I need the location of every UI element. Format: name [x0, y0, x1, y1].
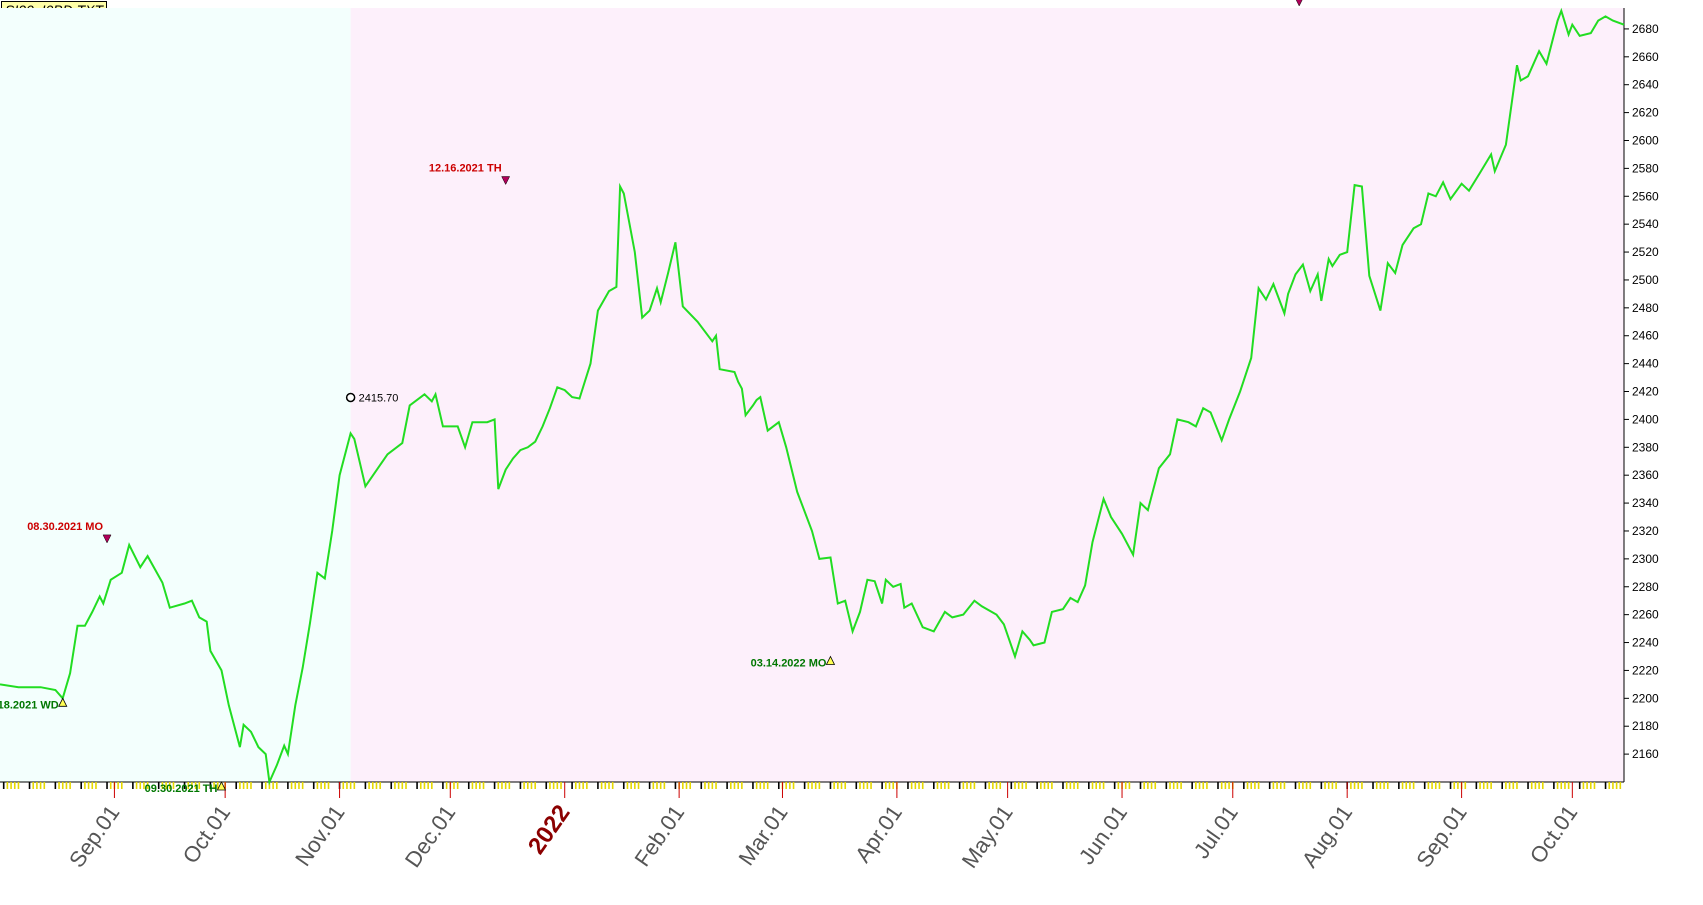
- y-tick-label: 2320: [1632, 524, 1659, 538]
- forecast-line: [0, 7, 1625, 786]
- y-tick: 2220: [1624, 663, 1659, 677]
- y-tick-label: 2300: [1632, 552, 1659, 566]
- y-tick: 2640: [1624, 78, 1659, 92]
- high-marker: [1295, 0, 1303, 7]
- y-tick-label: 2580: [1632, 161, 1659, 175]
- y-tick: 2600: [1624, 133, 1659, 147]
- y-tick-label: 2440: [1632, 357, 1659, 371]
- x-tick-label: Dec.01: [400, 801, 460, 872]
- y-tick-label: 2460: [1632, 329, 1659, 343]
- y-tick-label: 2640: [1632, 78, 1659, 92]
- y-tick: 2160: [1624, 747, 1659, 761]
- high-label: 08.30.2021 MO: [27, 521, 103, 533]
- y-tick-label: 2340: [1632, 496, 1659, 510]
- y-tick-label: 2480: [1632, 301, 1659, 315]
- x-tick-label: Oct.01: [178, 801, 236, 868]
- high-marker: [102, 534, 112, 544]
- annotations: 08.30.2021 MO 08.18.2021 WD 09.30.2021 TH 1…: [0, 0, 1303, 795]
- y-axis: 2160 2180 2200 2220 2240 2260 2280 2300 2320 2340…: [1623, 8, 1659, 782]
- y-tick-label: 2240: [1632, 636, 1659, 650]
- y-tick-label: 2160: [1632, 747, 1659, 761]
- y-tick-label: 2380: [1632, 440, 1659, 454]
- y-tick: 2420: [1624, 385, 1659, 399]
- y-tick-label: 2400: [1632, 412, 1659, 426]
- y-tick: 2180: [1624, 719, 1659, 733]
- series-lines: 2415.70: [0, 7, 1625, 786]
- x-tick-label: Jul.01: [1189, 801, 1243, 863]
- last-value-marker: [345, 392, 356, 403]
- y-tick: 2440: [1624, 357, 1659, 371]
- y-tick-label: 2200: [1632, 691, 1659, 705]
- x-tick-label: Oct.01: [1525, 801, 1583, 868]
- x-tick-label: Nov.01: [290, 801, 350, 871]
- y-tick: 2480: [1624, 301, 1659, 315]
- y-tick: 2240: [1624, 636, 1659, 650]
- y-tick-label: 2280: [1632, 580, 1659, 594]
- y-tick-label: 2220: [1632, 663, 1659, 677]
- y-tick: 2460: [1624, 329, 1659, 343]
- y-tick-label: 2600: [1632, 133, 1659, 147]
- chart-background: [0, 8, 1624, 782]
- y-tick: 2560: [1624, 189, 1659, 203]
- y-tick: 2680: [1624, 22, 1659, 36]
- y-tick: 2660: [1624, 50, 1659, 64]
- y-tick: 2320: [1624, 524, 1659, 538]
- x-tick-label: May.01: [957, 801, 1018, 873]
- y-tick-label: 2500: [1632, 273, 1659, 287]
- x-tick-label: Sep.01: [64, 801, 124, 872]
- y-tick: 2200: [1624, 691, 1659, 705]
- y-tick: 2260: [1624, 608, 1659, 622]
- y-tick-label: 2680: [1632, 22, 1659, 36]
- x-axis: Sep.01 Oct.01 Nov.01 Dec.01 2022 Feb.01 Mar.01…: [0, 781, 1624, 873]
- x-tick-label: Sep.01: [1411, 801, 1471, 872]
- x-tick-label: Aug.01: [1297, 801, 1357, 872]
- y-tick: 2400: [1624, 412, 1659, 426]
- x-tick-label: Apr.01: [850, 801, 907, 867]
- x-tick-label: Mar.01: [734, 801, 793, 870]
- low-label: 08.18.2021 WD: [0, 699, 59, 711]
- low-label: 09.30.2021 TH: [145, 783, 218, 795]
- x-tick-label: 2022: [523, 800, 576, 859]
- y-tick-label: 2360: [1632, 468, 1659, 482]
- high-marker: [501, 176, 511, 186]
- last-value-label: 2415.70: [359, 393, 399, 405]
- y-tick-label: 2260: [1632, 608, 1659, 622]
- low-label: 03.14.2022 MO: [751, 657, 827, 669]
- y-tick: 2280: [1624, 580, 1659, 594]
- y-tick-label: 2560: [1632, 189, 1659, 203]
- y-tick-label: 2420: [1632, 385, 1659, 399]
- y-tick: 2380: [1624, 440, 1659, 454]
- low-marker: [216, 781, 227, 791]
- y-tick: 2300: [1624, 552, 1659, 566]
- y-tick-label: 2540: [1632, 217, 1659, 231]
- low-marker: [825, 655, 836, 665]
- x-tick-label: Jun.01: [1074, 801, 1132, 869]
- forecast-region: [350, 8, 1624, 782]
- y-tick: 2580: [1624, 161, 1659, 175]
- low-marker: [58, 697, 68, 707]
- y-tick-label: 2180: [1632, 719, 1659, 733]
- history-region: [0, 8, 351, 782]
- y-tick-label: 2520: [1632, 245, 1659, 259]
- y-tick: 2500: [1624, 273, 1659, 287]
- x-tick-label: Feb.01: [629, 801, 689, 871]
- y-tick-label: 2620: [1632, 106, 1659, 120]
- high-label: 12.16.2021 TH: [429, 163, 502, 175]
- y-tick-label: 2660: [1632, 50, 1659, 64]
- y-tick: 2360: [1624, 468, 1659, 482]
- y-tick: 2620: [1624, 106, 1659, 120]
- y-tick: 2540: [1624, 217, 1659, 231]
- y-tick: 2520: [1624, 245, 1659, 259]
- y-tick: 2340: [1624, 496, 1659, 510]
